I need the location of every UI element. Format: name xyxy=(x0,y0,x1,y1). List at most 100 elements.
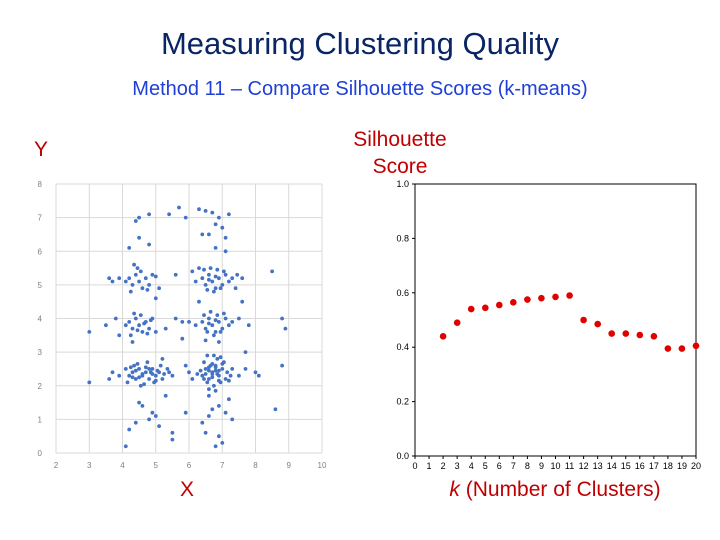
scatter-point xyxy=(167,212,172,217)
silhouette-y-tick-label: 0.6 xyxy=(396,288,409,298)
scatter-point xyxy=(162,372,167,376)
silhouette-point xyxy=(566,292,573,299)
scatter-point xyxy=(132,311,136,316)
scatter-point xyxy=(127,246,132,250)
scatter-x-tick-label: 10 xyxy=(318,461,327,470)
scatter-point xyxy=(87,380,92,385)
scatter-point xyxy=(153,378,158,383)
scatter-point xyxy=(132,262,136,267)
scatter-point xyxy=(207,368,211,373)
silhouette-point xyxy=(467,305,475,313)
scatter-point xyxy=(200,320,205,324)
scatter-point xyxy=(280,316,284,321)
scatter-x-tick-label: 4 xyxy=(120,461,125,470)
scatter-point xyxy=(223,235,228,240)
scatter-point xyxy=(147,283,151,287)
scatter-point xyxy=(202,267,206,272)
scatter-point xyxy=(203,372,208,376)
scatter-point xyxy=(213,246,218,250)
scatter-point xyxy=(135,362,140,366)
scatter-point xyxy=(147,417,151,422)
scatter-point xyxy=(218,286,223,291)
scatter-chart: 2 3 4 5 6 7 8 9 10 0 1 2 3 4 5 6 7 8 xyxy=(38,180,327,470)
scatter-point xyxy=(187,320,191,324)
scatter-point xyxy=(213,388,218,393)
scatter-point xyxy=(217,340,221,344)
scatter-point xyxy=(183,363,188,368)
scatter-point xyxy=(130,283,135,287)
scatter-point xyxy=(223,377,228,381)
scatter-point xyxy=(163,326,168,331)
scatter-point xyxy=(145,360,150,365)
scatter-point xyxy=(137,323,141,328)
scatter-point xyxy=(200,232,205,237)
silhouette-label-line1: Silhouette xyxy=(353,128,447,151)
scatter-point xyxy=(147,377,151,381)
scatter-point xyxy=(253,370,258,375)
scatter-point xyxy=(128,333,133,338)
scatter-point xyxy=(230,367,235,371)
scatter-point xyxy=(207,393,211,398)
silhouette-chart: 0 1 2 3 4 5 6 7 8 9 10 11 12 13 14 15 16 17 18 19 200.00.20.… xyxy=(396,179,701,471)
x-axis-label: X xyxy=(180,478,195,501)
scatter-point xyxy=(203,338,208,343)
silhouette-x-tick-label: 19 xyxy=(677,461,687,471)
silhouette-point xyxy=(482,304,489,312)
scatter-point xyxy=(203,209,208,213)
scatter-point xyxy=(220,441,225,445)
silhouette-point xyxy=(622,330,630,337)
scatter-point xyxy=(212,383,216,388)
scatter-point xyxy=(223,249,228,254)
scatter-point xyxy=(143,276,148,281)
scatter-point xyxy=(153,274,158,279)
scatter-point xyxy=(147,242,151,247)
scatter-point xyxy=(153,414,158,418)
scatter-point xyxy=(207,232,211,237)
scatter-point xyxy=(138,269,143,274)
scatter-point xyxy=(180,320,185,324)
scatter-point xyxy=(202,360,206,365)
scatter-point xyxy=(210,372,215,376)
scatter-point xyxy=(123,279,128,284)
k-axis-variable: k xyxy=(449,478,460,501)
scatter-point xyxy=(117,373,122,378)
scatter-point xyxy=(150,367,155,371)
scatter-point xyxy=(210,210,215,215)
scatter-point xyxy=(227,323,231,328)
scatter-point xyxy=(138,313,143,317)
scatter-x-tick-label: 3 xyxy=(87,461,92,470)
scatter-point xyxy=(210,375,215,380)
scatter-point xyxy=(243,350,248,354)
scatter-point xyxy=(157,286,161,291)
scatter-point xyxy=(153,330,158,334)
silhouette-x-tick-label: 10 xyxy=(550,461,560,471)
silhouette-point xyxy=(664,345,672,352)
scatter-x-tick-label: 6 xyxy=(187,461,192,470)
scatter-point xyxy=(220,326,225,331)
scatter-point xyxy=(113,316,118,321)
scatter-point xyxy=(208,266,213,270)
scatter-point xyxy=(240,299,245,304)
scatter-point xyxy=(208,309,213,314)
scatter-point xyxy=(230,417,235,422)
scatter-point xyxy=(167,370,172,375)
scatter-point xyxy=(207,277,211,282)
scatter-point xyxy=(222,311,226,316)
slide-title: Measuring Clustering Quality xyxy=(160,26,559,61)
silhouette-x-tick-label: 9 xyxy=(539,461,544,471)
silhouette-x-tick-label: 3 xyxy=(455,461,460,471)
scatter-y-tick-label: 8 xyxy=(38,180,43,189)
scatter-x-tick-label: 9 xyxy=(287,461,292,470)
silhouette-point xyxy=(510,299,517,306)
scatter-point xyxy=(203,283,208,287)
scatter-point xyxy=(237,373,241,378)
scatter-point xyxy=(123,367,128,371)
scatter-point xyxy=(213,318,218,323)
silhouette-point xyxy=(692,342,700,350)
scatter-point xyxy=(213,444,218,449)
scatter-point xyxy=(170,437,175,442)
scatter-point xyxy=(212,333,216,338)
scatter-point xyxy=(190,269,195,274)
scatter-point xyxy=(137,400,141,405)
scatter-point xyxy=(217,404,221,408)
